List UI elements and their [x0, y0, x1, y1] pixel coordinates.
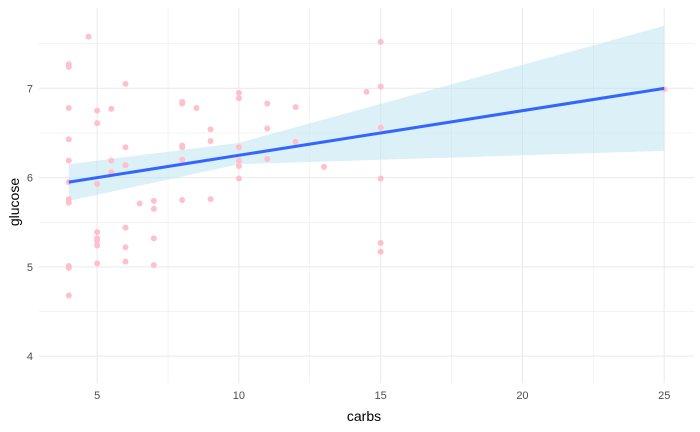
data-point: [179, 196, 186, 203]
fit-line-layer: [68, 86, 665, 184]
data-point: [179, 156, 186, 163]
data-point: [377, 38, 384, 45]
x-tick-label: 10: [233, 390, 245, 402]
data-point: [65, 157, 72, 164]
data-point: [85, 33, 92, 40]
x-tick-label: 5: [94, 390, 100, 402]
regression-line: [68, 86, 665, 184]
data-point: [179, 100, 186, 107]
data-point: [235, 157, 242, 164]
x-axis-title: carbs: [347, 408, 381, 424]
data-point: [94, 238, 101, 245]
y-tick-labels: 4 5 6 7: [27, 83, 33, 363]
x-tick-label: 25: [658, 390, 670, 402]
x-tick-label: 15: [375, 390, 387, 402]
data-point: [94, 120, 101, 127]
y-tick-label: 6: [27, 173, 33, 185]
data-point: [122, 80, 129, 87]
data-point: [122, 258, 129, 265]
y-tick-label: 5: [27, 262, 33, 274]
data-point: [235, 95, 242, 102]
data-point: [264, 125, 271, 132]
y-axis-title: glucose: [6, 178, 22, 226]
data-point: [94, 260, 101, 267]
data-point: [193, 105, 200, 111]
confidence-band: [68, 25, 665, 201]
data-point: [122, 224, 129, 231]
data-point: [94, 242, 101, 249]
data-point: [65, 136, 72, 143]
data-point: [179, 144, 186, 151]
data-point: [65, 63, 72, 70]
data-point: [207, 126, 214, 133]
data-point: [377, 124, 384, 131]
data-point: [377, 239, 384, 246]
data-point: [207, 196, 214, 203]
data-point: [65, 264, 72, 271]
data-point: [235, 144, 242, 151]
data-point: [94, 229, 101, 236]
data-point: [122, 162, 129, 169]
data-point: [94, 107, 101, 114]
data-point: [235, 163, 242, 170]
data-point: [108, 157, 115, 164]
y-tick-label: 7: [27, 83, 33, 95]
data-point: [94, 180, 101, 187]
data-point: [264, 100, 271, 107]
data-point: [235, 175, 242, 182]
data-point: [65, 105, 72, 111]
data-point: [235, 89, 242, 96]
data-point: [150, 262, 157, 269]
data-point: [65, 292, 72, 299]
data-point: [65, 199, 72, 206]
x-tick-label: 20: [516, 390, 528, 402]
data-point: [207, 138, 214, 145]
data-point: [377, 248, 384, 255]
y-tick-label: 4: [27, 351, 33, 363]
data-point: [122, 244, 129, 251]
confidence-band-layer: [68, 25, 665, 201]
data-point: [377, 83, 384, 90]
data-point: [136, 200, 143, 207]
data-point: [108, 105, 115, 112]
data-point: [292, 138, 299, 145]
data-point: [377, 175, 384, 182]
data-point: [150, 235, 157, 242]
data-point: [150, 205, 157, 212]
x-tick-labels: 5 10 15 20 25: [94, 390, 670, 402]
data-point: [264, 155, 271, 162]
points-layer: [65, 33, 668, 299]
data-point: [150, 197, 157, 204]
data-point: [122, 144, 129, 151]
data-point: [320, 163, 327, 170]
data-point: [292, 104, 299, 111]
data-point: [363, 88, 370, 95]
